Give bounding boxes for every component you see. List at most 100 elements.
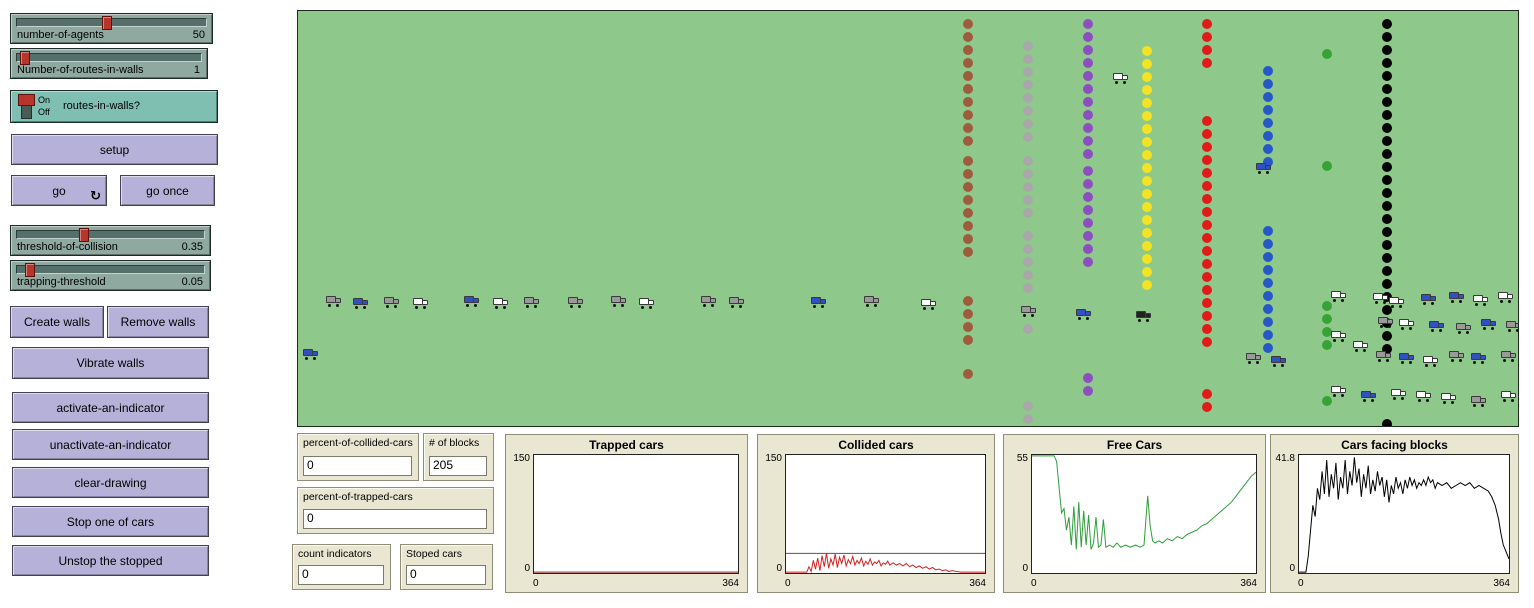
slider-handle[interactable] <box>79 228 90 242</box>
y-axis-min-label: 0 <box>524 563 530 574</box>
wall-dot <box>1382 136 1392 146</box>
vibrate-walls-button[interactable]: Vibrate walls <box>12 347 209 379</box>
slider-handle[interactable] <box>19 51 30 65</box>
car-blue <box>1256 163 1272 174</box>
unactivate-an-indicator-button[interactable]: unactivate-an-indicator <box>12 429 209 460</box>
wall-dot <box>963 234 973 244</box>
wall-dot <box>1083 97 1093 107</box>
car-blue <box>1471 353 1487 364</box>
button-label: Vibrate walls <box>76 356 145 370</box>
car-blue <box>303 349 319 360</box>
create-walls-button[interactable]: Create walls <box>10 306 104 338</box>
wall-dot <box>1202 207 1212 217</box>
wall-dot <box>963 156 973 166</box>
wall-dot <box>1083 179 1093 189</box>
wall-dot <box>1202 142 1212 152</box>
car-white <box>1331 386 1347 397</box>
plot-free-cars: Free Cars 55 0 0 364 <box>1003 434 1266 593</box>
x-axis-min-label: 0 <box>533 578 539 589</box>
car-white <box>1473 295 1489 306</box>
activate-an-indicator-button[interactable]: activate-an-indicator <box>12 392 209 423</box>
wall-dot <box>1263 92 1273 102</box>
remove-walls-button[interactable]: Remove walls <box>107 306 209 338</box>
car-white <box>413 298 429 309</box>
wall-dot <box>1382 201 1392 211</box>
wall-dot <box>1382 97 1392 107</box>
clear-drawing-button[interactable]: clear-drawing <box>12 467 209 498</box>
wall-dot <box>1083 32 1093 42</box>
car-blue <box>1429 321 1445 332</box>
slider-number-of-routes-in-walls[interactable]: Number-of-routes-in-walls 1 <box>10 48 208 79</box>
car-blue <box>1076 309 1092 320</box>
wall-dot <box>1382 227 1392 237</box>
switch-routes-in-walls[interactable]: On Off routes-in-walls? <box>10 90 218 123</box>
slider-number-of-agents[interactable]: number-of-agents 50 <box>10 13 213 44</box>
wall-dot <box>1083 110 1093 120</box>
wall-dot <box>1023 169 1033 179</box>
wall-dot <box>1202 32 1212 42</box>
stop-one-of-cars-button[interactable]: Stop one of cars <box>12 506 209 537</box>
wall-dot <box>1083 71 1093 81</box>
car-gray <box>326 296 342 307</box>
wall-dot <box>963 123 973 133</box>
button-label: setup <box>99 142 130 157</box>
wall-dot <box>1023 41 1033 51</box>
switch-knob[interactable] <box>18 94 35 106</box>
wall-dot <box>1263 105 1273 115</box>
wall-dot <box>1202 168 1212 178</box>
wall-dot <box>1263 304 1273 314</box>
y-axis-max-label: 150 <box>513 453 530 464</box>
car-blue <box>1481 319 1497 330</box>
slider-handle[interactable] <box>25 263 36 277</box>
wall-dot <box>1202 337 1212 347</box>
slider-groove <box>16 230 205 239</box>
y-axis-max-label: 150 <box>765 453 782 464</box>
wall-dot <box>1382 279 1392 289</box>
plot-trapped-cars: Trapped cars 150 0 0 364 <box>505 434 748 593</box>
button-label: go <box>52 183 66 198</box>
world-view[interactable] <box>297 10 1519 427</box>
car-blue <box>464 296 480 307</box>
slider-trapping-threshold[interactable]: trapping-threshold 0.05 <box>10 260 211 291</box>
car-white <box>921 299 937 310</box>
monitor-value: 0 <box>298 565 384 585</box>
wall-dot <box>1202 129 1212 139</box>
x-axis-max-label: 364 <box>722 578 739 589</box>
car-blue <box>1399 353 1415 364</box>
wall-dot <box>1142 280 1152 290</box>
wall-dot <box>1382 162 1392 172</box>
wall-dot <box>1023 119 1033 129</box>
button-label: activate-an-indicator <box>56 400 165 415</box>
wall-dot <box>1382 45 1392 55</box>
x-axis-min-label: 0 <box>1298 578 1304 589</box>
wall-dot <box>1142 72 1152 82</box>
wall-dot <box>1382 84 1392 94</box>
wall-dot <box>1382 188 1392 198</box>
wall-dot <box>1023 195 1033 205</box>
go-once-button[interactable]: go once <box>120 175 215 206</box>
x-axis-max-label: 364 <box>969 578 986 589</box>
wall-dot <box>1263 265 1273 275</box>
wall-dot <box>1382 149 1392 159</box>
button-label: clear-drawing <box>74 475 147 490</box>
slider-handle[interactable] <box>102 16 112 30</box>
monitor-value: 0 <box>303 456 412 476</box>
wall-dot <box>1142 163 1152 173</box>
wall-dot <box>963 169 973 179</box>
go-button[interactable]: go ↻ <box>11 175 107 206</box>
wall-dot <box>1083 123 1093 133</box>
car-white <box>1399 319 1415 330</box>
wall-dot <box>1263 317 1273 327</box>
monitor-label: count indicators <box>298 548 372 560</box>
unstop-the-stopped-button[interactable]: Unstop the stopped <box>12 545 209 576</box>
y-axis-max-label: 41.8 <box>1275 453 1295 464</box>
wall-dot <box>1382 331 1392 341</box>
wall-dot <box>963 208 973 218</box>
car-gray <box>1376 351 1392 362</box>
slider-threshold-of-collision[interactable]: threshold-of-collision 0.35 <box>10 225 211 256</box>
wall-dot <box>1023 401 1033 411</box>
wall-dot <box>1142 176 1152 186</box>
setup-button[interactable]: setup <box>11 134 218 165</box>
wall-dot <box>1382 19 1392 29</box>
